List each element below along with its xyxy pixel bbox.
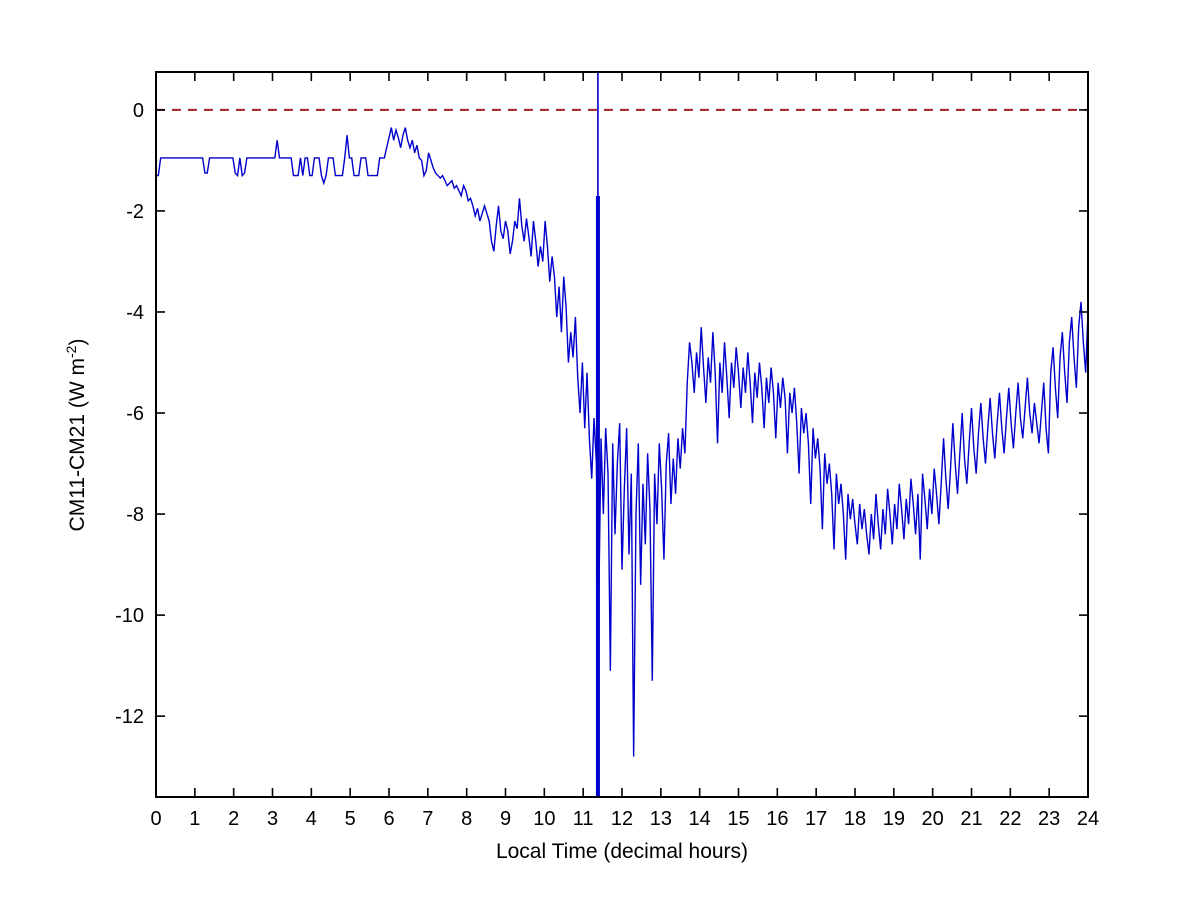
- x-tick-label: 1: [189, 808, 200, 830]
- x-tick-label: 5: [345, 808, 356, 830]
- y-axis-title-suffix: ): [66, 339, 89, 346]
- x-tick-label: 21: [960, 808, 982, 830]
- x-tick-label: 20: [922, 808, 944, 830]
- x-tick-label: 2: [228, 808, 239, 830]
- y-axis-title-exponent: -2: [63, 345, 79, 358]
- x-tick-label: 22: [999, 808, 1021, 830]
- x-axis-tick-labels: 0 1 2 3 4 5 6 7 8 9 10 11 12 13 14 15 16 17 18 19 20 21 22 23 24: [150, 808, 1099, 830]
- x-tick-label: 23: [1038, 808, 1060, 830]
- x-tick-label: 7: [422, 808, 433, 830]
- y-axis-title: CM11-CM21 (W m-2): [63, 339, 89, 532]
- x-tick-label: 13: [650, 808, 672, 830]
- x-tick-label: 16: [766, 808, 788, 830]
- y-tick-label: -12: [115, 706, 144, 728]
- x-tick-label: 18: [844, 808, 866, 830]
- x-tick-label: 14: [689, 808, 711, 830]
- x-tick-label: 6: [383, 808, 394, 830]
- x-tick-label: 17: [805, 808, 827, 830]
- x-tick-label: 9: [500, 808, 511, 830]
- y-tick-label: -2: [126, 201, 144, 223]
- x-tick-label: 12: [611, 808, 633, 830]
- x-tick-label: 10: [533, 808, 555, 830]
- y-tick-label: -6: [126, 403, 144, 425]
- x-tick-label: 11: [573, 808, 594, 830]
- x-tick-label: 3: [267, 808, 278, 830]
- y-tick-label: -10: [115, 605, 144, 627]
- y-axis-tick-labels: 0 -2 -4 -6 -8 -10 -12: [115, 100, 144, 728]
- x-tick-label: 24: [1077, 808, 1099, 830]
- y-tick-label: -4: [126, 302, 144, 324]
- y-tick-label: 0: [133, 100, 144, 122]
- x-tick-label: 8: [461, 808, 472, 830]
- data-series-line: [156, 127, 1089, 757]
- x-tick-label: 15: [727, 808, 749, 830]
- y-axis-title-main: CM11-CM21 (W m: [66, 358, 89, 531]
- y-axis-title-group: CM11-CM21 (W m-2): [63, 339, 89, 532]
- y-tick-label: -8: [126, 504, 144, 526]
- x-tick-label: 0: [150, 808, 161, 830]
- x-axis-title: Local Time (decimal hours): [496, 840, 748, 863]
- x-axis-ticks: [194, 72, 1050, 797]
- x-tick-label: 19: [883, 808, 905, 830]
- axes-background: [156, 72, 1088, 797]
- y-axis-ticks: [156, 109, 1088, 717]
- x-tick-label: 4: [306, 808, 317, 830]
